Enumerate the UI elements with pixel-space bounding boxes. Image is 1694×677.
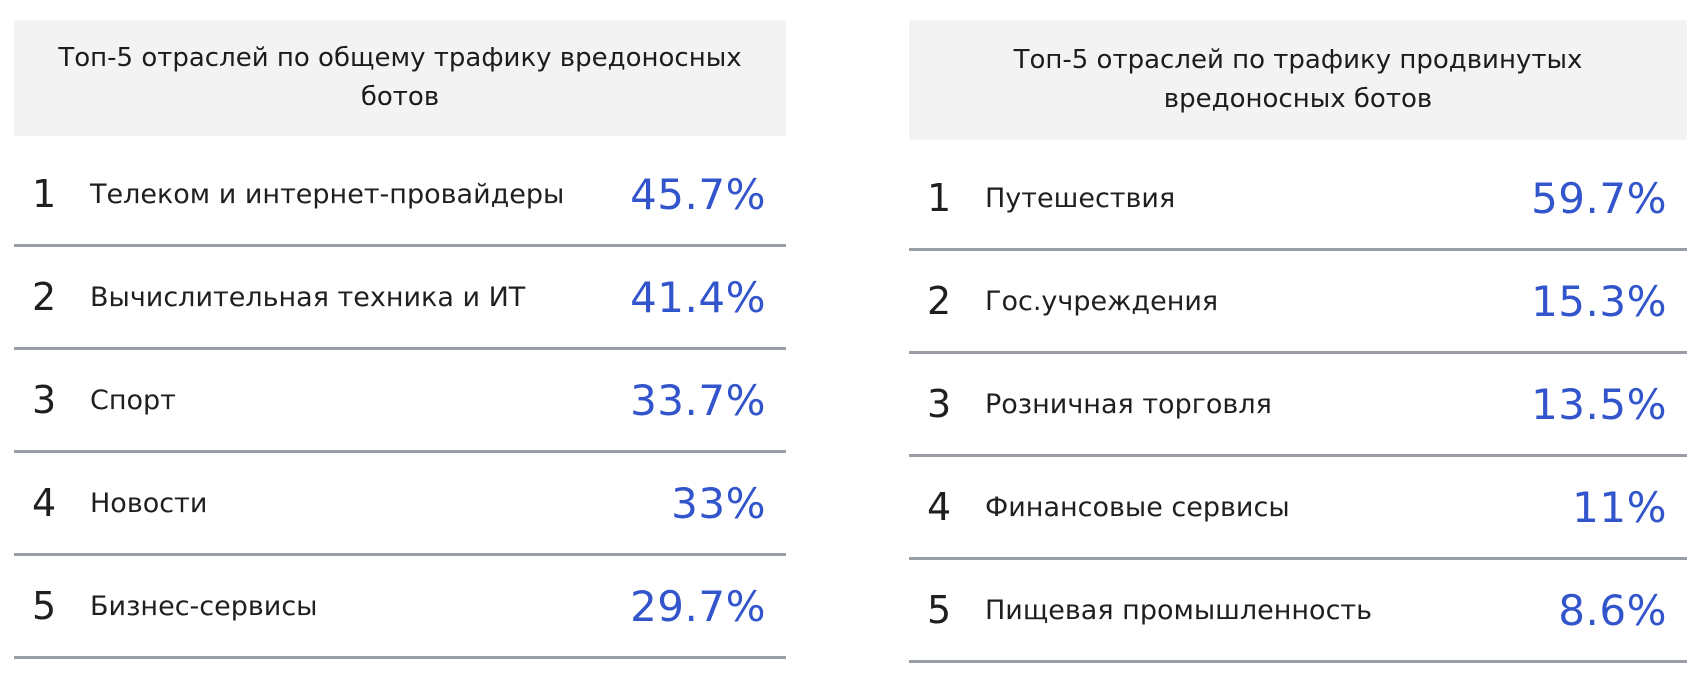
panel-title-text: Топ-5 отраслей по общему трафику вредоно… — [58, 43, 742, 112]
table-row: 2 Вычислительная техника и ИТ 41.4% — [14, 247, 786, 350]
table-row: 5 Бизнес-сервисы 29.7% — [14, 556, 786, 659]
percent-value: 11% — [1572, 482, 1667, 532]
rank-number: 2 — [927, 279, 952, 323]
industry-label: Гос.учреждения — [985, 285, 1219, 317]
panel-title: Топ-5 отраслей по общему трафику вредоно… — [14, 20, 786, 136]
industry-label: Путешествия — [985, 182, 1176, 214]
percent-value: 13.5% — [1531, 379, 1667, 429]
industry-label: Пищевая промышленность — [985, 594, 1373, 626]
industry-label: Вычислительная техника и ИТ — [90, 281, 526, 313]
percent-value: 45.7% — [630, 169, 766, 219]
rank-number: 3 — [927, 382, 952, 426]
table-row: 5 Пищевая промышленность 8.6% — [909, 560, 1687, 663]
table-row: 3 Розничная торговля 13.5% — [909, 354, 1687, 457]
rank-number: 4 — [32, 481, 57, 525]
rank-number: 2 — [32, 275, 57, 319]
industry-label: Финансовые сервисы — [985, 491, 1290, 523]
rank-number: 4 — [927, 485, 952, 529]
percent-value: 33.7% — [630, 375, 766, 425]
table-row: 4 Финансовые сервисы 11% — [909, 457, 1687, 560]
table-row: 1 Телеком и интернет-провайдеры 45.7% — [14, 144, 786, 247]
percent-value: 29.7% — [630, 581, 766, 631]
industry-label: Спорт — [90, 384, 176, 416]
panel-title: Топ-5 отраслей по трафику продвинутых вр… — [909, 20, 1687, 140]
industry-label: Телеком и интернет-провайдеры — [90, 178, 565, 210]
percent-value: 8.6% — [1558, 585, 1667, 635]
percent-value: 59.7% — [1531, 173, 1667, 223]
table-row: 4 Новости 33% — [14, 453, 786, 556]
rank-number: 1 — [927, 176, 952, 220]
percent-value: 15.3% — [1531, 276, 1667, 326]
table-row: 2 Гос.учреждения 15.3% — [909, 251, 1687, 354]
table-row: 3 Спорт 33.7% — [14, 350, 786, 453]
table-row: 1 Путешествия 59.7% — [909, 148, 1687, 251]
rank-number: 3 — [32, 378, 57, 422]
industry-label: Бизнес-сервисы — [90, 590, 318, 622]
panel-advanced-bad-bot-traffic: Топ-5 отраслей по трафику продвинутых вр… — [909, 20, 1687, 663]
percent-value: 33% — [671, 478, 766, 528]
rank-number: 1 — [32, 172, 57, 216]
panel-title-text: Топ-5 отраслей по трафику продвинутых вр… — [1013, 45, 1583, 114]
rank-number: 5 — [927, 588, 952, 632]
ranking-list: 1 Путешествия 59.7% 2 Гос.учреждения 15.… — [909, 148, 1687, 663]
panel-total-bad-bot-traffic: Топ-5 отраслей по общему трафику вредоно… — [14, 20, 786, 659]
industry-label: Новости — [90, 487, 208, 519]
industry-label: Розничная торговля — [985, 388, 1272, 420]
ranking-list: 1 Телеком и интернет-провайдеры 45.7% 2 … — [14, 144, 786, 659]
percent-value: 41.4% — [630, 272, 766, 322]
rank-number: 5 — [32, 584, 57, 628]
